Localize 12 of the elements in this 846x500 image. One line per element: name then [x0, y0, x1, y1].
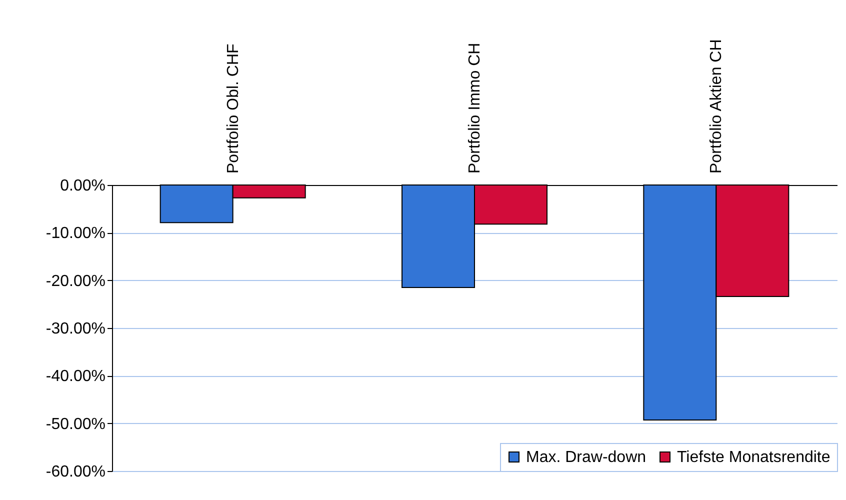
y-tick-label: -30.00%	[46, 320, 106, 338]
y-tick-label: 0.00%	[60, 178, 106, 194]
y-tick-label: -40.00%	[46, 368, 106, 386]
y-tick-label: -10.00%	[46, 225, 106, 242]
y-tick-label: -50.00%	[46, 416, 106, 433]
x-tick-label: Portfolio Immo CH	[466, 42, 484, 174]
legend-label: Tiefste Monatsrendite	[677, 449, 830, 466]
x-tick-label: Portfolio Aktien CH	[708, 39, 726, 174]
y-tick-label: -60.00%	[46, 464, 106, 480]
y-tick-label: -20.00%	[46, 272, 106, 290]
legend-label: Max. Draw-down	[526, 449, 646, 466]
x-tick-label: Portfolio Obl. CHF	[224, 43, 242, 174]
